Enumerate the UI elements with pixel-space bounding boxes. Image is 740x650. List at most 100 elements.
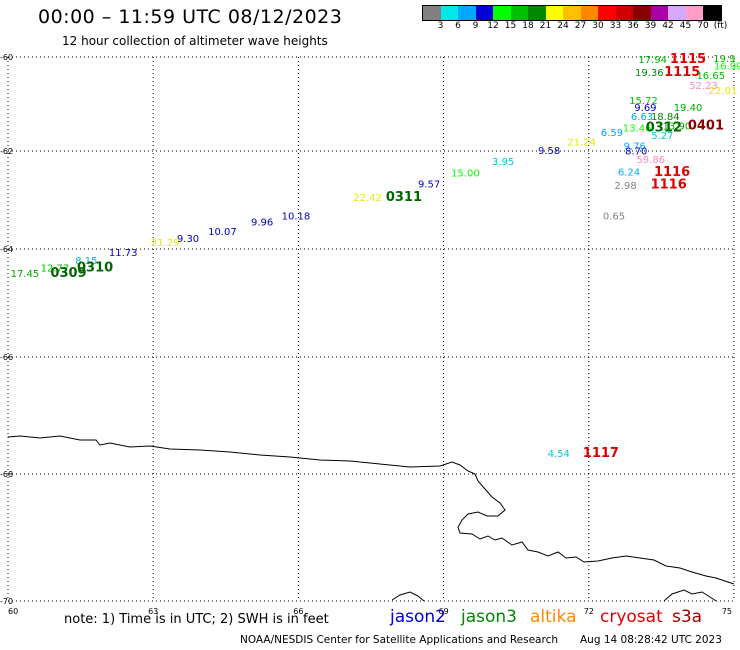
- wave-height-value: 10.18: [282, 212, 311, 223]
- color-scale-label: 21: [539, 21, 552, 31]
- pass-time-label: 0312: [646, 121, 682, 136]
- wave-height-value: 22.42: [353, 193, 382, 204]
- wave-height-value: 8.70: [625, 147, 647, 158]
- color-swatch: [685, 6, 703, 20]
- wave-height-value: 4.54: [548, 449, 570, 460]
- wave-height-value: 6.24: [618, 168, 640, 179]
- map-subtitle: 12 hour collection of altimeter wave hei…: [62, 34, 328, 48]
- color-swatch: [458, 6, 476, 20]
- wave-height-value: 16.65: [696, 71, 725, 82]
- wave-height-value: 6.63: [631, 112, 653, 123]
- color-scale-label: 27: [574, 21, 587, 31]
- wave-height-value: 5.27: [651, 131, 673, 142]
- latitude-tick-label: -68: [0, 470, 13, 479]
- wave-height-value: 8.15: [75, 256, 97, 267]
- wave-height-value: 12.77: [41, 263, 70, 274]
- color-swatch: [633, 6, 651, 20]
- footer-credit: NOAA/NESDIS Center for Satellite Applica…: [240, 634, 558, 646]
- color-swatch: [475, 6, 493, 20]
- wave-height-value: 15.00: [451, 169, 480, 180]
- longitude-tick-label: 63: [148, 607, 158, 616]
- color-scale-label: 6: [455, 21, 461, 31]
- color-scale-label: 15: [504, 21, 517, 31]
- color-swatch: [650, 6, 668, 20]
- satellite-legend-s3a: s3a: [672, 607, 703, 627]
- color-scale-label: 3: [437, 21, 444, 31]
- wave-height-value: 9.58: [538, 146, 560, 157]
- color-swatch: [545, 6, 563, 20]
- antarctic-coastline: [7, 435, 735, 585]
- color-scale-label: 33: [609, 21, 622, 31]
- color-swatch: [493, 6, 511, 20]
- pass-time-label: 1115: [670, 52, 706, 67]
- pass-time-label: 0309: [50, 266, 86, 281]
- wave-height-value: 16.99: [714, 61, 740, 72]
- longitude-tick-label: 72: [584, 607, 594, 616]
- latitude-tick-label: -60: [0, 53, 13, 62]
- pass-time-label: 1115: [664, 65, 700, 80]
- latitude-tick-label: -70: [0, 597, 13, 606]
- wave-height-value: 52.23: [689, 81, 718, 92]
- satellite-legend-jason3: jason3: [461, 607, 517, 627]
- color-swatch: [580, 6, 598, 20]
- pass-time-label: 0311: [386, 190, 422, 205]
- longitude-tick-label: 75: [722, 607, 732, 616]
- wave-height-value: 19.9: [713, 54, 735, 65]
- wave-height-value: 19.36: [635, 68, 664, 79]
- color-scale-label: 18: [522, 21, 534, 31]
- pass-time-label: 0401: [688, 119, 724, 134]
- satellite-legend-cryosat: cryosat: [600, 607, 663, 627]
- color-scale-label: 36: [627, 21, 639, 31]
- wave-height-value: 18.84: [651, 112, 680, 123]
- pass-time-label: 0310: [77, 260, 113, 275]
- wave-height-value: 13.90: [663, 122, 692, 133]
- color-scale-label: 39: [644, 21, 657, 31]
- color-scale-label: 9: [472, 21, 479, 31]
- color-scale-label: 12: [487, 21, 499, 31]
- color-swatch: [528, 6, 546, 20]
- wave-height-value: 21.24: [567, 138, 596, 149]
- pass-time-label: 1116: [651, 177, 687, 192]
- wave-height-value: 13.46: [623, 124, 652, 135]
- wave-height-value: 9.76: [624, 141, 646, 152]
- color-scale-label: 24: [557, 21, 569, 31]
- footer-note: note: 1) Time is in UTC; 2) SWH is in fe…: [64, 612, 329, 627]
- wave-height-value: 19.40: [674, 103, 703, 114]
- wave-height-value: 3.95: [492, 157, 514, 168]
- color-swatch: [440, 6, 458, 20]
- latitude-tick-label: -64: [0, 245, 13, 254]
- wave-height-value: 22.01: [709, 86, 738, 97]
- latitude-tick-label: -62: [0, 147, 13, 156]
- longitude-tick-label: 66: [293, 607, 303, 616]
- wave-height-value: 9.96: [251, 218, 273, 229]
- map-grid: [7, 56, 735, 602]
- satellite-legend-altika: altika: [530, 607, 577, 627]
- color-swatch: [703, 6, 721, 20]
- pass-time-label: 1116: [654, 165, 690, 180]
- wave-height-value: 9.57: [418, 179, 440, 190]
- color-swatch: [510, 6, 528, 20]
- antarctic-coastline-south: [391, 591, 425, 602]
- color-swatch: [563, 6, 581, 20]
- color-swatch: [615, 6, 633, 20]
- wave-height-value: 0.65: [603, 212, 625, 223]
- longitude-tick-label: 69: [439, 607, 449, 616]
- wave-height-value: 9.30: [177, 234, 199, 245]
- wave-height-value: 10.07: [208, 227, 237, 238]
- footer-timestamp: Aug 14 08:28:42 UTC 2023: [580, 634, 722, 646]
- color-swatch: [598, 6, 616, 20]
- wave-height-value: 17.94: [638, 55, 667, 66]
- axis-tick-labels: 60 63 66 69 72 75 -60 -62 -64 -66 -68 -70: [0, 53, 732, 616]
- color-scale-label: 70: [697, 21, 709, 31]
- wave-height-value: 59.86: [636, 155, 665, 166]
- color-scale-label: 45: [679, 21, 692, 31]
- color-swatch: [668, 6, 686, 20]
- wave-height-value: 2.98: [614, 181, 636, 192]
- wave-height-value: 17.45: [11, 269, 40, 280]
- color-scale-label: 42: [662, 21, 674, 31]
- pass-time-label: 1117: [583, 446, 619, 461]
- wave-height-value: 21.29: [151, 238, 180, 249]
- wave-height-value: 6.59: [601, 128, 623, 139]
